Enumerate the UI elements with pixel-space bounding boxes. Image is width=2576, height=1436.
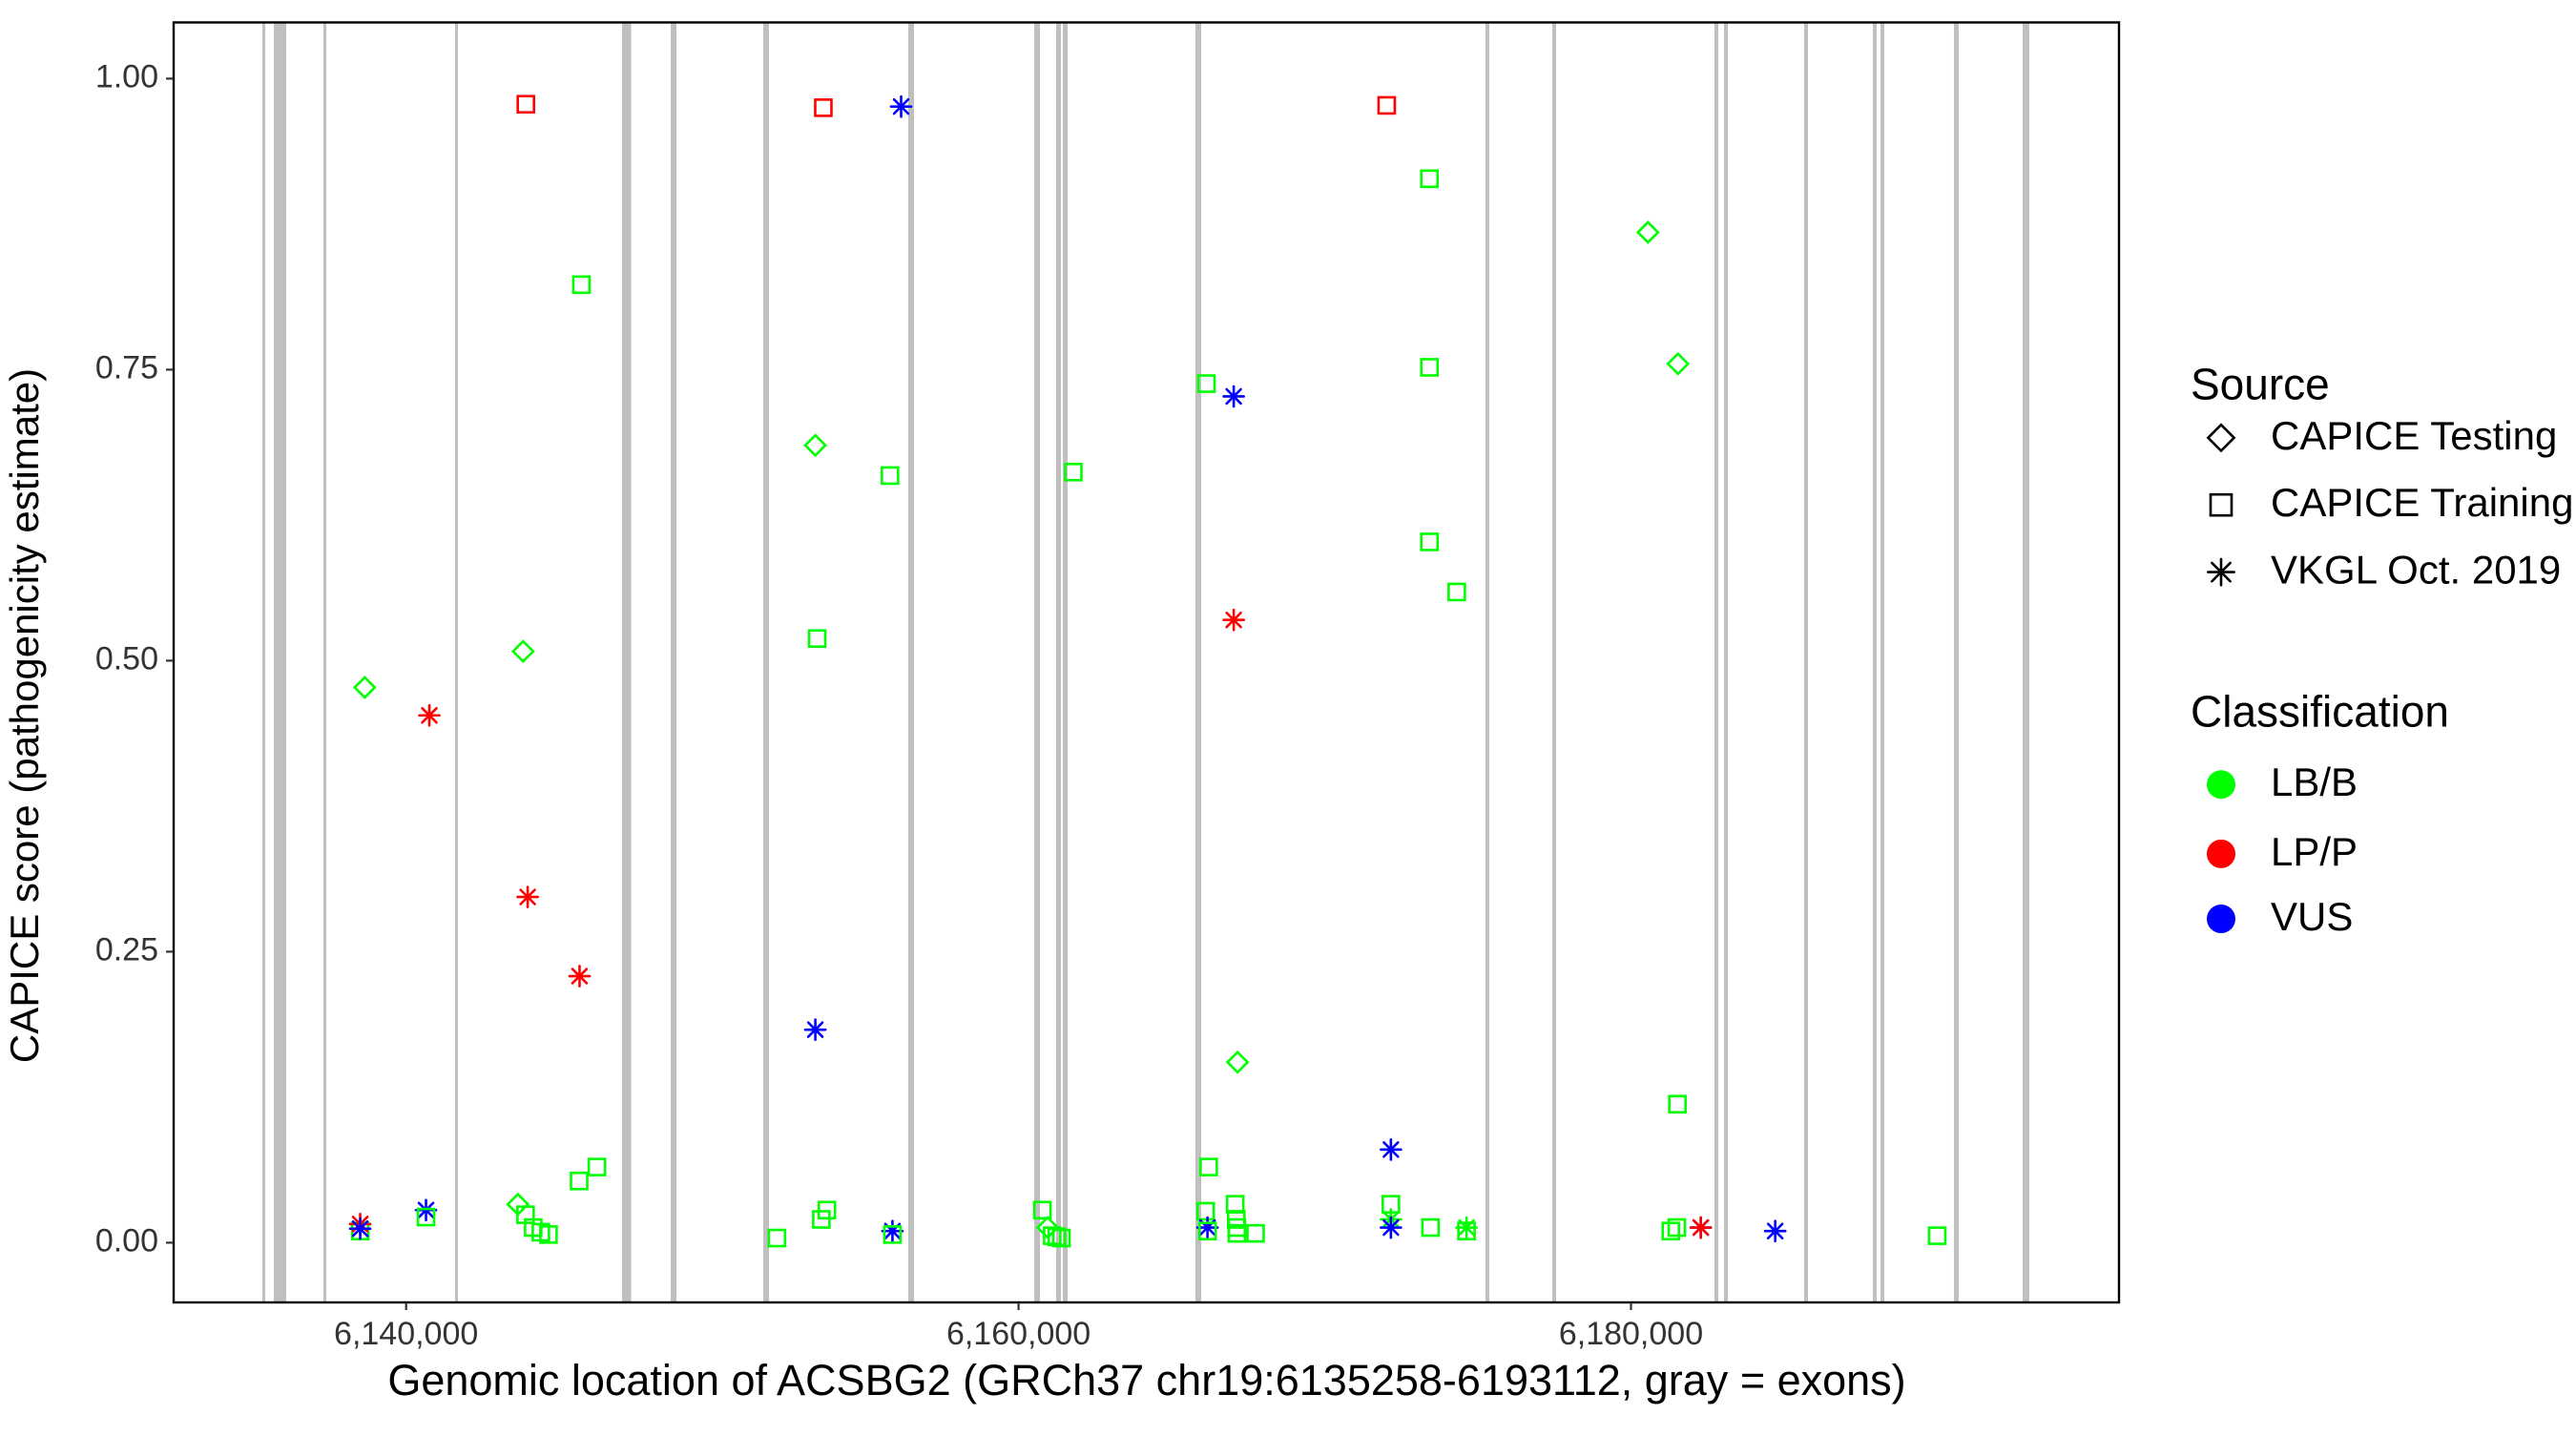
svg-text:LB/B: LB/B <box>2271 760 2358 804</box>
svg-text:6,160,000: 6,160,000 <box>946 1316 1091 1352</box>
svg-text:0.50: 0.50 <box>95 640 158 676</box>
svg-text:VUS: VUS <box>2271 894 2353 939</box>
svg-text:6,180,000: 6,180,000 <box>1559 1316 1703 1352</box>
svg-text:LP/P: LP/P <box>2271 829 2358 874</box>
svg-text:Genomic location of ACSBG2 (GR: Genomic location of ACSBG2 (GRCh37 chr19… <box>387 1356 1905 1405</box>
svg-text:CAPICE Testing: CAPICE Testing <box>2271 413 2557 458</box>
svg-text:0.25: 0.25 <box>95 931 158 968</box>
svg-text:Source: Source <box>2191 360 2330 409</box>
svg-text:VKGL Oct. 2019: VKGL Oct. 2019 <box>2271 548 2561 593</box>
svg-text:0.75: 0.75 <box>95 349 158 385</box>
svg-text:6,140,000: 6,140,000 <box>334 1316 478 1352</box>
svg-text:CAPICE Training: CAPICE Training <box>2271 480 2573 525</box>
svg-text:CAPICE score (pathogenicity es: CAPICE score (pathogenicity estimate) <box>2 368 47 1063</box>
svg-text:0.00: 0.00 <box>95 1222 158 1259</box>
svg-text:1.00: 1.00 <box>95 58 158 94</box>
svg-text:Classification: Classification <box>2191 687 2449 737</box>
